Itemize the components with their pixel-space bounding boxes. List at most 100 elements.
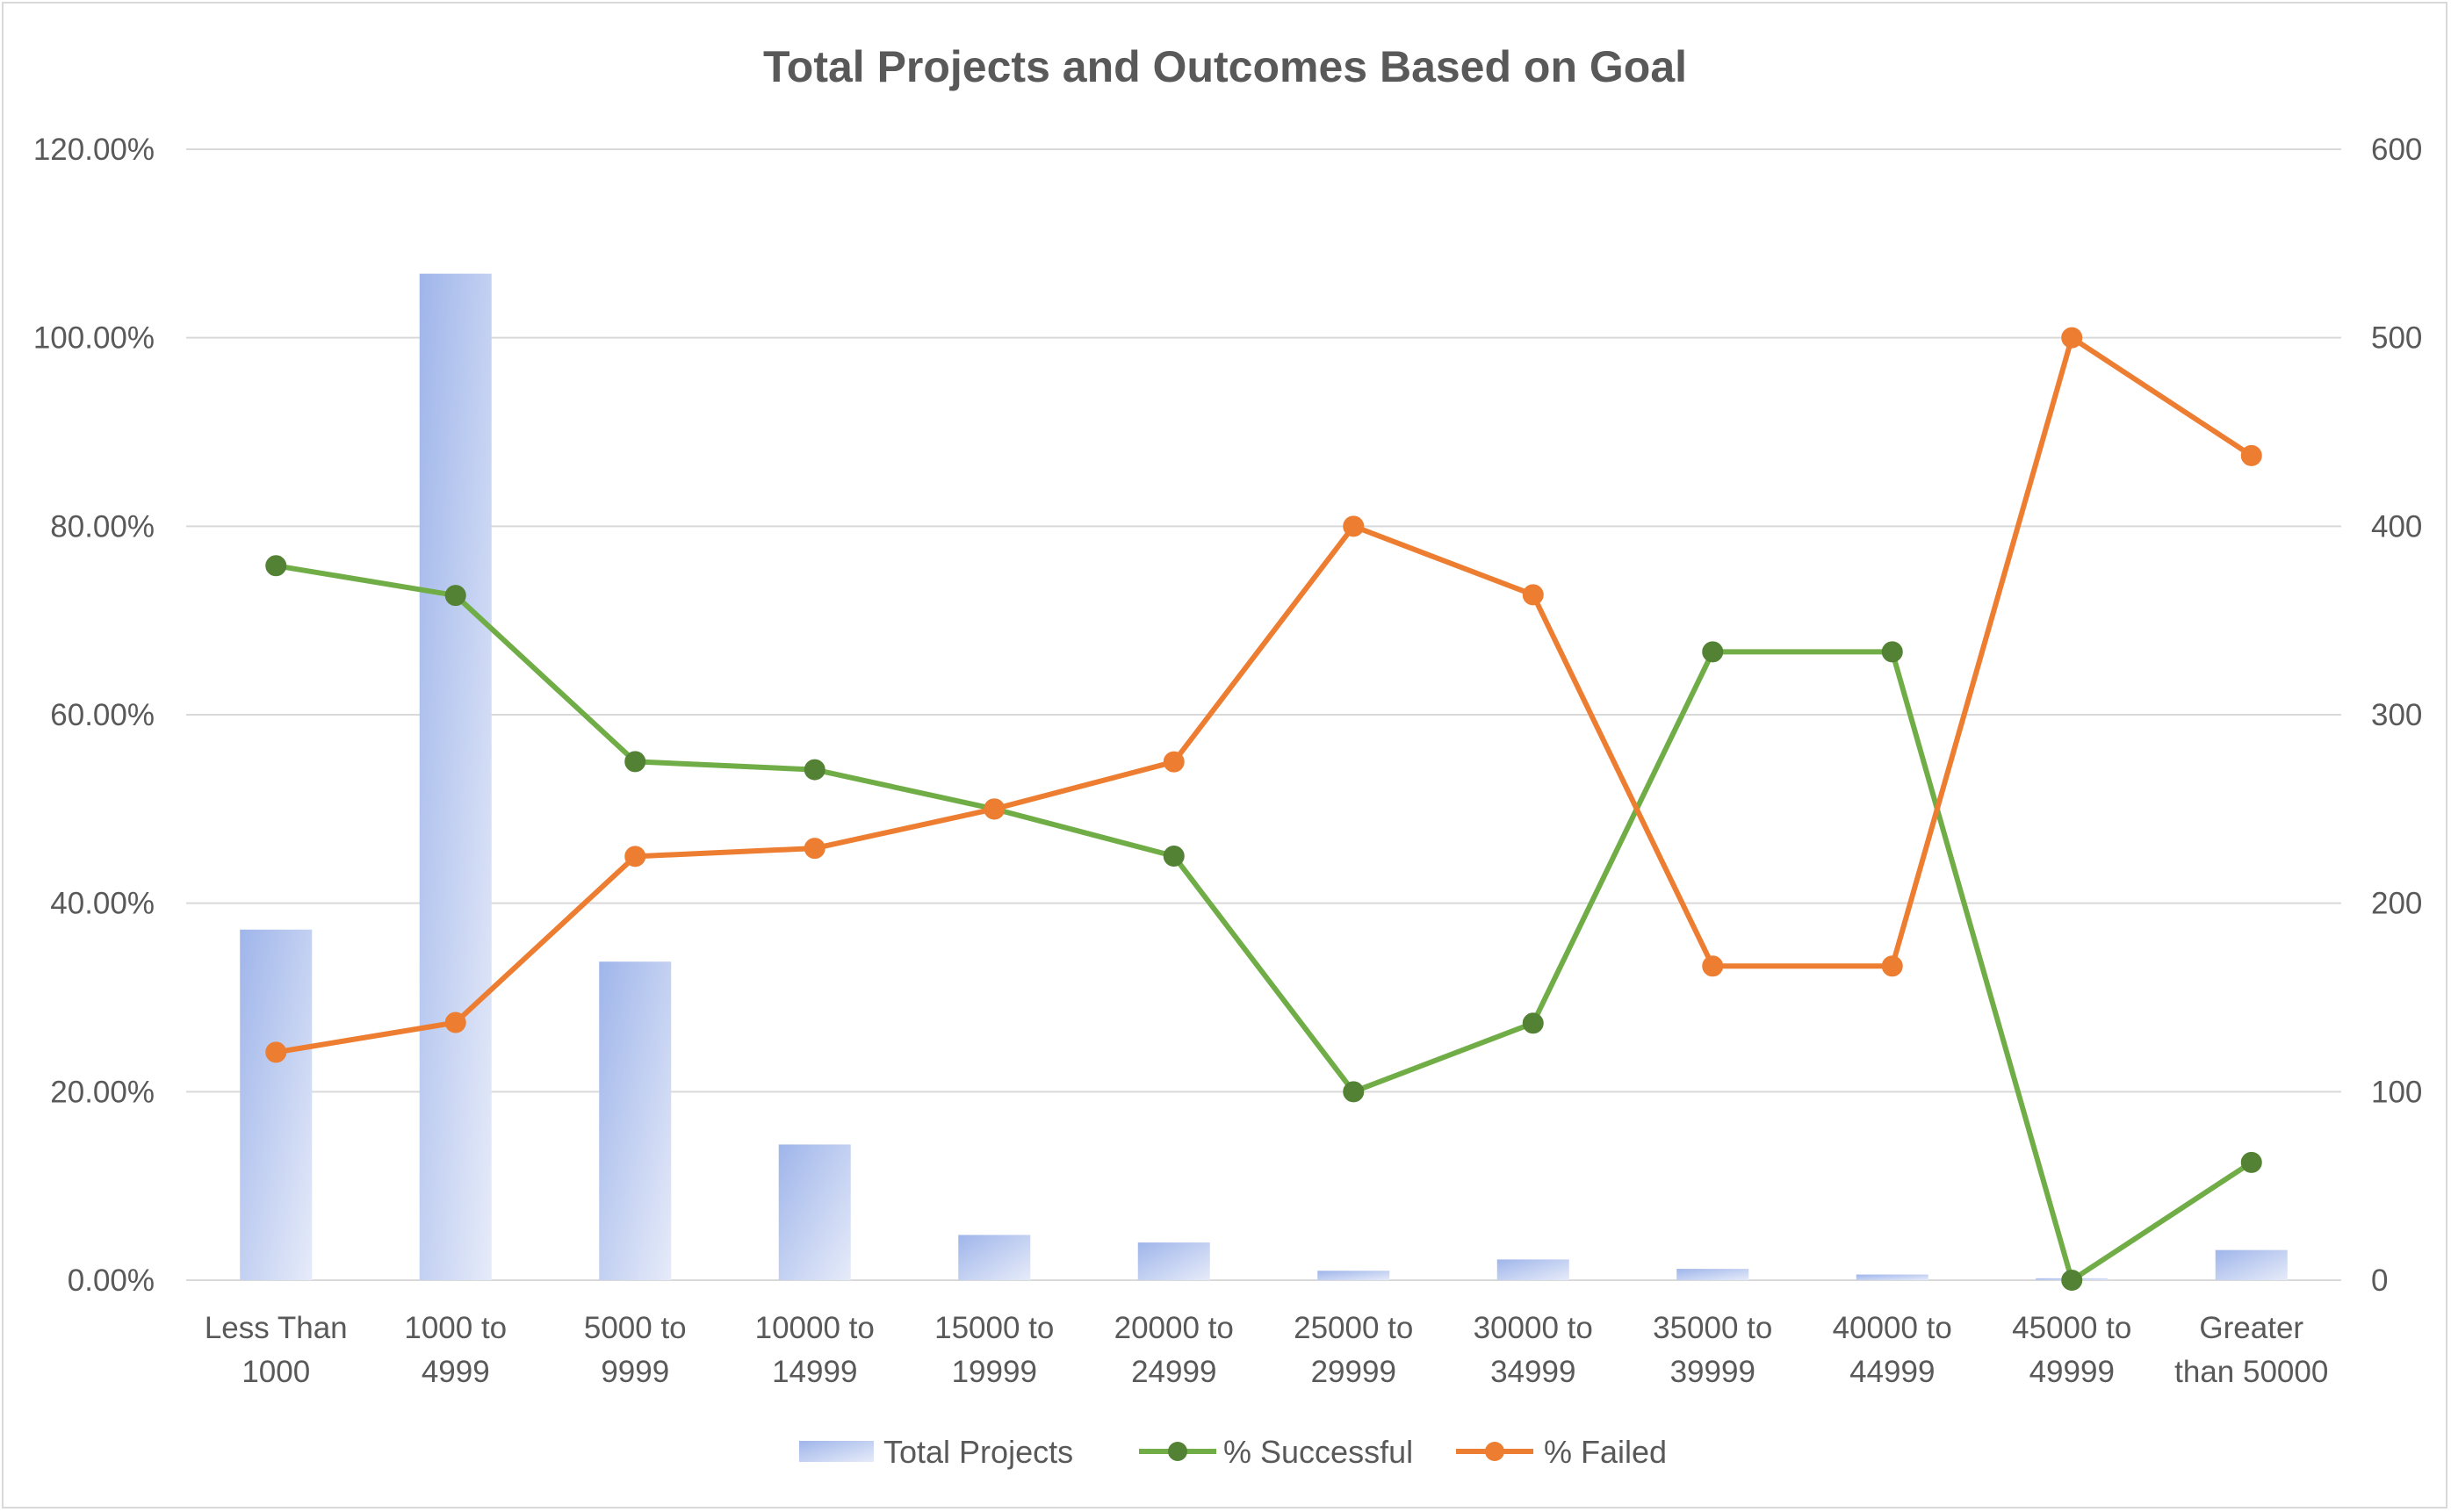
bar (240, 929, 313, 1280)
category-label-line: 1000 (241, 1355, 310, 1389)
data-point (1881, 955, 1903, 977)
data-point (1702, 641, 1724, 663)
data-point (1522, 1012, 1544, 1034)
data-point (984, 798, 1006, 820)
category-label: 35000 to 39999 (1653, 1311, 1772, 1389)
left-tick-label: 40.00% (50, 887, 155, 921)
data-point (265, 1041, 287, 1063)
left-tick-label: 80.00% (50, 509, 155, 544)
data-point (2240, 444, 2262, 466)
bar (1317, 1271, 1390, 1280)
category-label: 1000 to 4999 (404, 1311, 507, 1389)
left-tick-label: 120.00% (33, 133, 155, 167)
category-label-line: 45000 to (2012, 1311, 2131, 1345)
bar (958, 1235, 1031, 1280)
legend: Total Projects % Successful % Failed (799, 1434, 1667, 1470)
category-label-line: 4999 (422, 1355, 490, 1389)
category-label-line: 39999 (1670, 1355, 1755, 1389)
category-label-line: 5000 to (584, 1311, 687, 1345)
left-tick-label: 20.00% (50, 1075, 155, 1109)
right-tick-label: 100 (2371, 1075, 2422, 1109)
category-label: 20000 to 24999 (1114, 1311, 1234, 1389)
legend-label-successful: % Successful (1223, 1434, 1413, 1470)
data-point (1343, 515, 1365, 537)
right-tick-label: 300 (2371, 698, 2422, 732)
series-line (273, 335, 2254, 1055)
bar (1496, 1259, 1569, 1280)
category-label: Greater than 50000 (2174, 1311, 2328, 1389)
category-label-line: 34999 (1490, 1355, 1575, 1389)
legend-label-failed: % Failed (1544, 1434, 1667, 1470)
data-point (444, 1012, 466, 1033)
category-label: 45000 to 49999 (2012, 1311, 2131, 1389)
right-tick-label: 200 (2371, 887, 2422, 921)
bar (1676, 1269, 1749, 1280)
category-label-line: Greater (2199, 1311, 2303, 1345)
bar (1856, 1274, 1928, 1280)
data-point (265, 555, 287, 577)
legend-marker-failed (1485, 1442, 1504, 1461)
category-label-line: 49999 (2029, 1355, 2115, 1389)
category-label-line: Less Than (205, 1311, 348, 1345)
right-tick-label: 400 (2371, 509, 2422, 544)
data-point (804, 759, 825, 781)
category-label-line: 44999 (1849, 1355, 1935, 1389)
left-tick-label: 100.00% (33, 321, 155, 356)
category-label: 30000 to 34999 (1474, 1311, 1593, 1389)
category-label: 40000 to 44999 (1833, 1311, 1952, 1389)
data-point (624, 751, 646, 773)
gridlines (186, 148, 2341, 1281)
category-label-line: 29999 (1311, 1355, 1396, 1389)
left-tick-label: 60.00% (50, 698, 155, 732)
data-point (2240, 1151, 2262, 1173)
bar (599, 961, 672, 1280)
data-point (444, 585, 466, 607)
category-label-line: 10000 to (755, 1311, 875, 1345)
data-point (2061, 1270, 2083, 1291)
category-label-line: 35000 to (1653, 1311, 1772, 1345)
data-point (1343, 1081, 1365, 1103)
category-label-line: than 50000 (2174, 1355, 2328, 1389)
category-label: Less Than 1000 (205, 1311, 348, 1389)
data-point (2061, 327, 2083, 349)
chart-title: Total Projects and Outcomes Based on Goa… (763, 42, 1687, 91)
category-label: 25000 to 29999 (1294, 1311, 1413, 1389)
data-point (1881, 641, 1903, 663)
category-label: 10000 to 14999 (755, 1311, 875, 1389)
left-tick-label: 0.00% (68, 1264, 155, 1298)
category-label-line: 14999 (772, 1355, 857, 1389)
category-label-line: 15000 to (934, 1311, 1054, 1345)
right-tick-label: 600 (2371, 133, 2422, 167)
bar (1137, 1242, 1210, 1280)
data-point (804, 838, 825, 860)
right-tick-label: 500 (2371, 321, 2422, 356)
category-label-line: 40000 to (1833, 1311, 1952, 1345)
category-label-line: 30000 to (1474, 1311, 1593, 1345)
bar (419, 273, 492, 1281)
right-tick-label: 0 (2371, 1264, 2388, 1298)
bar (2215, 1249, 2288, 1280)
category-label-line: 25000 to (1294, 1311, 1413, 1345)
left-axis-ticks: 0.00% 20.00% 40.00% 60.00% 80.00% 100.00% 120.… (33, 133, 155, 1298)
legend-label-total-projects: Total Projects (883, 1434, 1073, 1470)
data-point (1702, 955, 1724, 977)
series-line (273, 563, 2254, 1283)
data-point (624, 846, 646, 868)
right-axis-ticks: 0 100 200 300 400 500 600 (2371, 133, 2422, 1298)
bar (778, 1144, 851, 1280)
category-label: 5000 to 9999 (584, 1311, 687, 1389)
category-label-line: 19999 (952, 1355, 1037, 1389)
category-label-line: 1000 to (404, 1311, 507, 1345)
legend-marker-successful (1168, 1442, 1187, 1461)
data-point (1163, 751, 1185, 773)
category-label: 15000 to 19999 (934, 1311, 1054, 1389)
data-point (1522, 584, 1544, 606)
legend-swatch-total-projects (799, 1441, 874, 1462)
line-series (265, 327, 2262, 1291)
category-label-line: 20000 to (1114, 1311, 1234, 1345)
category-label-line: 9999 (601, 1355, 669, 1389)
data-point (1163, 846, 1185, 867)
category-axis-labels: Less Than 1000 1000 to 4999 5000 to 9999 10000… (205, 1311, 2328, 1389)
